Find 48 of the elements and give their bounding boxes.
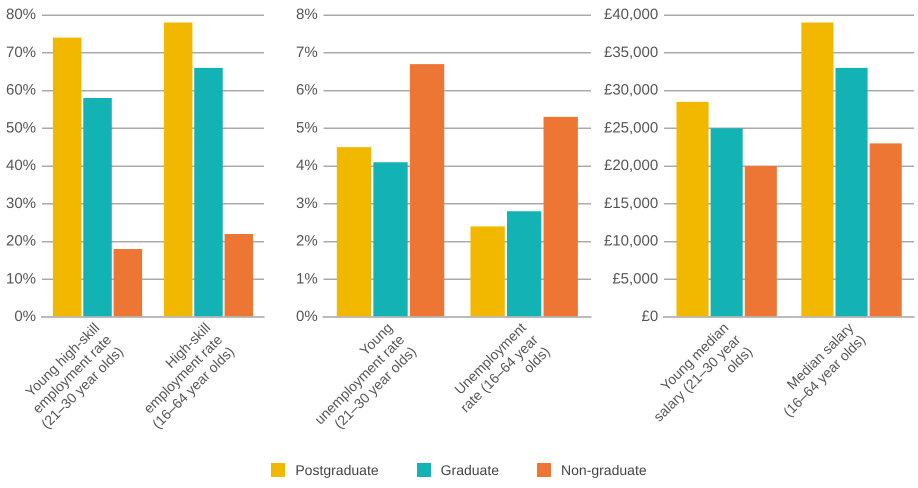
y-tick-label: 20% [6, 232, 36, 250]
y-tick-label: £35,000 [604, 44, 658, 61]
bar [710, 128, 743, 316]
y-tick-label: 7% [296, 44, 318, 61]
y-tick-label: £30,000 [604, 82, 658, 99]
y-tick-label: £10,000 [604, 232, 658, 250]
y-tick-label: 4% [296, 157, 318, 174]
bar [114, 249, 142, 316]
y-tick-label: 80% [6, 6, 36, 24]
bar [336, 147, 372, 316]
y-tick-label: 8% [296, 6, 318, 24]
y-tick-label: 3% [296, 194, 318, 212]
y-tick-label: £40,000 [604, 6, 658, 24]
y-tick-label: 40% [6, 157, 36, 174]
y-tick-label: £0 [642, 308, 658, 326]
bar [544, 116, 578, 316]
bar [836, 68, 868, 316]
bar [83, 98, 112, 316]
bar [224, 234, 254, 316]
y-tick-label: £5,000 [612, 270, 658, 288]
y-tick-label: £15,000 [604, 194, 658, 212]
y-tick-label: 1% [296, 270, 318, 288]
bar [164, 22, 192, 316]
y-tick-label: 0% [296, 308, 318, 326]
y-tick-label: 6% [296, 82, 318, 99]
bar [676, 102, 709, 316]
y-tick-label: 0% [14, 308, 36, 326]
y-tick-label: 5% [296, 119, 318, 136]
bar [801, 22, 834, 316]
y-tick-label: 30% [6, 194, 36, 212]
bar [470, 226, 505, 316]
y-tick-label: £25,000 [604, 119, 658, 136]
bar [410, 64, 444, 316]
y-tick-label: 50% [6, 119, 36, 136]
legend-label: Postgraduate [295, 462, 379, 478]
legend-label: Graduate [440, 462, 500, 478]
y-tick-label: 2% [296, 232, 318, 250]
y-tick-label: 60% [6, 82, 36, 99]
bar [373, 162, 408, 316]
bar [52, 38, 82, 316]
bar [870, 143, 902, 316]
bar [744, 166, 777, 316]
bar [194, 68, 223, 316]
y-tick-label: 10% [6, 270, 36, 288]
bar [507, 211, 542, 316]
y-tick-label: 70% [6, 44, 36, 61]
y-tick-label: £20,000 [604, 157, 658, 174]
legend-label: Non-graduate [561, 462, 647, 478]
